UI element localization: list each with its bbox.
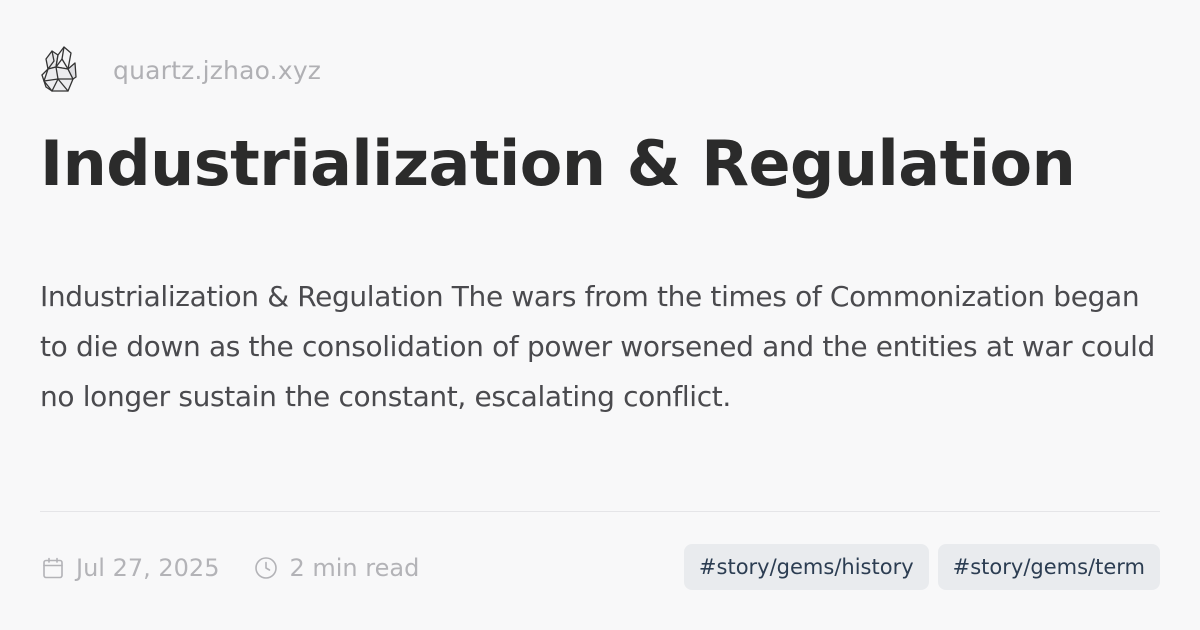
calendar-icon	[40, 555, 66, 581]
page-description: Industrialization & Regulation The wars …	[40, 280, 1155, 413]
crystal-icon	[40, 40, 100, 100]
clock-icon	[253, 555, 279, 581]
page-title: Industrialization & Regulation	[40, 127, 1076, 200]
tag-list: #story/gems/history #story/gems/term	[683, 544, 1160, 590]
tag-story-gems-term[interactable]: #story/gems/term	[937, 544, 1160, 590]
publish-date-text: Jul 27, 2025	[76, 554, 220, 582]
tag-story-gems-history[interactable]: #story/gems/history	[683, 544, 929, 590]
publish-date: Jul 27, 2025	[40, 554, 219, 582]
site-name[interactable]: quartz.jzhao.xyz	[113, 55, 322, 85]
reading-time: 2 min read	[253, 554, 419, 582]
divider	[40, 511, 1160, 512]
og-card: quartz.jzhao.xyz Industrialization & Reg…	[40, 40, 1160, 590]
reading-time-text: 2 min read	[289, 554, 420, 582]
page-meta: Jul 27, 2025 2 min read	[40, 545, 419, 591]
site-header: quartz.jzhao.xyz	[40, 40, 321, 100]
